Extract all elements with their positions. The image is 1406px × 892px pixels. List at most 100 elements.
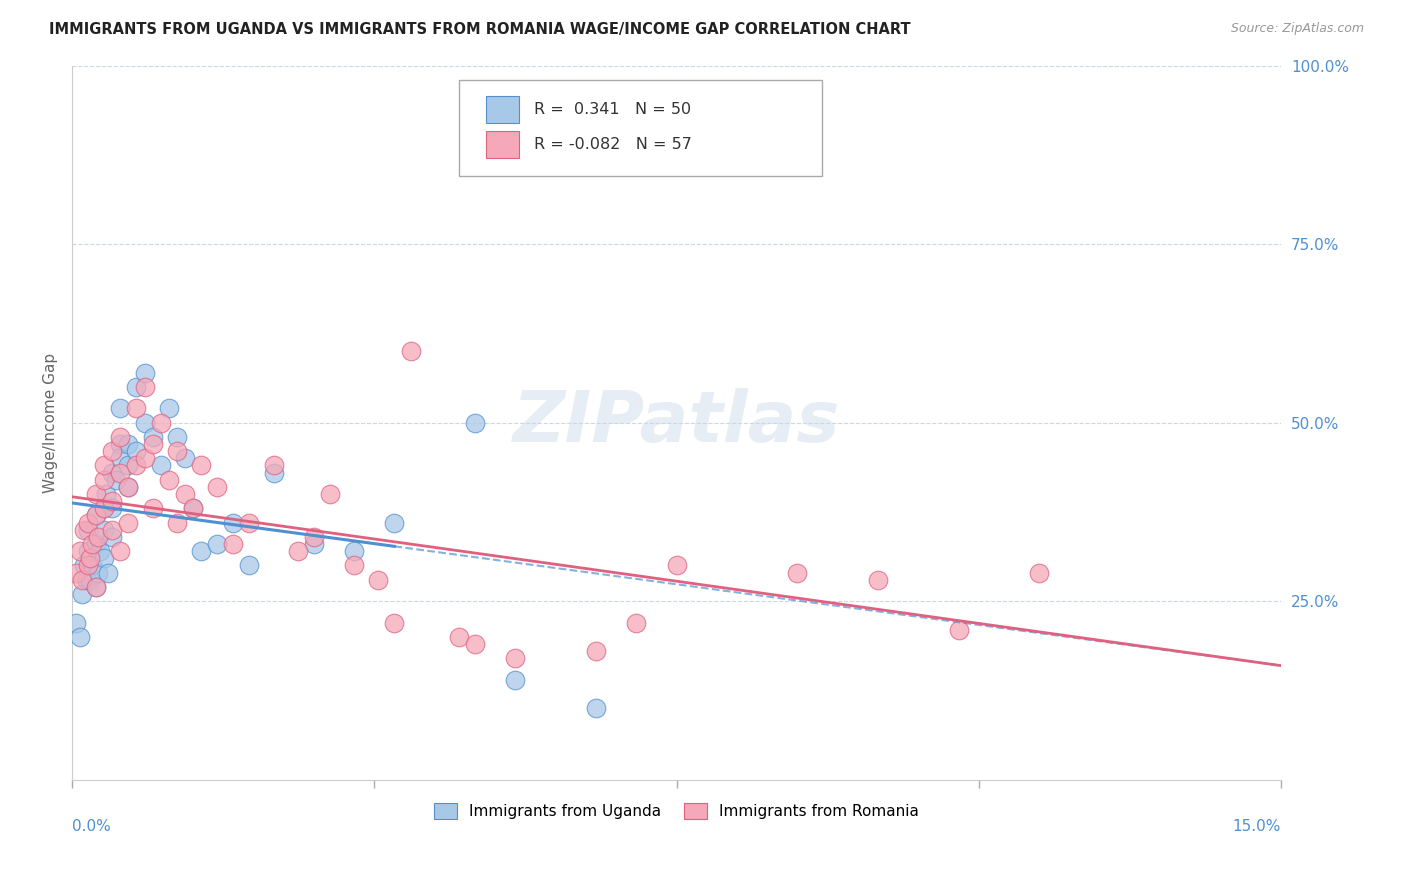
Point — [101, 444, 124, 458]
Point — [125, 458, 148, 473]
Point — [399, 344, 422, 359]
Point — [149, 458, 172, 473]
Point — [222, 516, 245, 530]
Text: 15.0%: 15.0% — [1233, 819, 1281, 834]
Point — [101, 494, 124, 508]
Point — [505, 673, 527, 687]
Point — [69, 544, 91, 558]
Point — [70, 573, 93, 587]
Point — [87, 530, 110, 544]
Point — [87, 566, 110, 580]
Point — [76, 573, 98, 587]
Legend: Immigrants from Uganda, Immigrants from Romania: Immigrants from Uganda, Immigrants from … — [427, 797, 925, 825]
Point — [302, 530, 325, 544]
Point — [190, 544, 212, 558]
Point — [142, 430, 165, 444]
Point — [84, 508, 107, 523]
Point — [263, 466, 285, 480]
Point — [117, 516, 139, 530]
Point — [319, 487, 342, 501]
Point — [149, 416, 172, 430]
Point — [166, 430, 188, 444]
FancyBboxPatch shape — [458, 80, 821, 177]
Point — [110, 451, 132, 466]
Point — [70, 587, 93, 601]
Point — [117, 480, 139, 494]
Point — [82, 558, 104, 573]
Point — [73, 558, 96, 573]
Point — [101, 523, 124, 537]
Bar — [485, 131, 519, 159]
Point — [205, 537, 228, 551]
Point — [117, 480, 139, 494]
Point — [464, 416, 486, 430]
Point — [73, 523, 96, 537]
Point — [134, 416, 156, 430]
Point — [93, 501, 115, 516]
Point — [384, 615, 406, 630]
Point — [384, 516, 406, 530]
Point — [117, 458, 139, 473]
Point — [93, 501, 115, 516]
Point — [125, 444, 148, 458]
Point — [222, 537, 245, 551]
Point — [505, 651, 527, 665]
Point — [134, 366, 156, 380]
Point — [302, 537, 325, 551]
Point — [84, 580, 107, 594]
Point — [82, 537, 104, 551]
Point — [117, 437, 139, 451]
Point — [69, 630, 91, 644]
Point — [77, 558, 100, 573]
Point — [142, 501, 165, 516]
Point — [84, 508, 107, 523]
Point — [343, 558, 366, 573]
Point — [447, 630, 470, 644]
Text: ZIPatlas: ZIPatlas — [513, 388, 841, 457]
Point — [134, 380, 156, 394]
Point — [89, 544, 111, 558]
Text: R = -0.082   N = 57: R = -0.082 N = 57 — [534, 137, 692, 153]
Point — [166, 444, 188, 458]
Point — [101, 530, 124, 544]
Bar — [485, 95, 519, 123]
Point — [94, 487, 117, 501]
Text: Source: ZipAtlas.com: Source: ZipAtlas.com — [1230, 22, 1364, 36]
Point — [173, 487, 195, 501]
Point — [142, 437, 165, 451]
Point — [786, 566, 808, 580]
Point — [263, 458, 285, 473]
Point — [110, 401, 132, 416]
Point — [110, 430, 132, 444]
Point — [93, 458, 115, 473]
Text: 0.0%: 0.0% — [72, 819, 111, 834]
Point — [97, 566, 120, 580]
Point — [79, 573, 101, 587]
Text: R =  0.341   N = 50: R = 0.341 N = 50 — [534, 102, 690, 117]
Point — [585, 644, 607, 658]
Text: IMMIGRANTS FROM UGANDA VS IMMIGRANTS FROM ROMANIA WAGE/INCOME GAP CORRELATION CH: IMMIGRANTS FROM UGANDA VS IMMIGRANTS FRO… — [49, 22, 911, 37]
Point — [79, 551, 101, 566]
Point — [166, 516, 188, 530]
Point — [93, 473, 115, 487]
Point — [84, 580, 107, 594]
Point — [65, 566, 87, 580]
Point — [101, 466, 124, 480]
Point — [157, 473, 180, 487]
Point — [77, 516, 100, 530]
Point — [1028, 566, 1050, 580]
Point — [110, 466, 132, 480]
Point — [77, 544, 100, 558]
Point — [190, 458, 212, 473]
Point — [238, 516, 260, 530]
Point — [84, 537, 107, 551]
Point — [157, 401, 180, 416]
Point — [84, 487, 107, 501]
Point — [367, 573, 389, 587]
Y-axis label: Wage/Income Gap: Wage/Income Gap — [44, 352, 58, 492]
Point — [77, 523, 100, 537]
Point — [110, 544, 132, 558]
Point — [868, 573, 890, 587]
Point — [948, 623, 970, 637]
Point — [110, 437, 132, 451]
